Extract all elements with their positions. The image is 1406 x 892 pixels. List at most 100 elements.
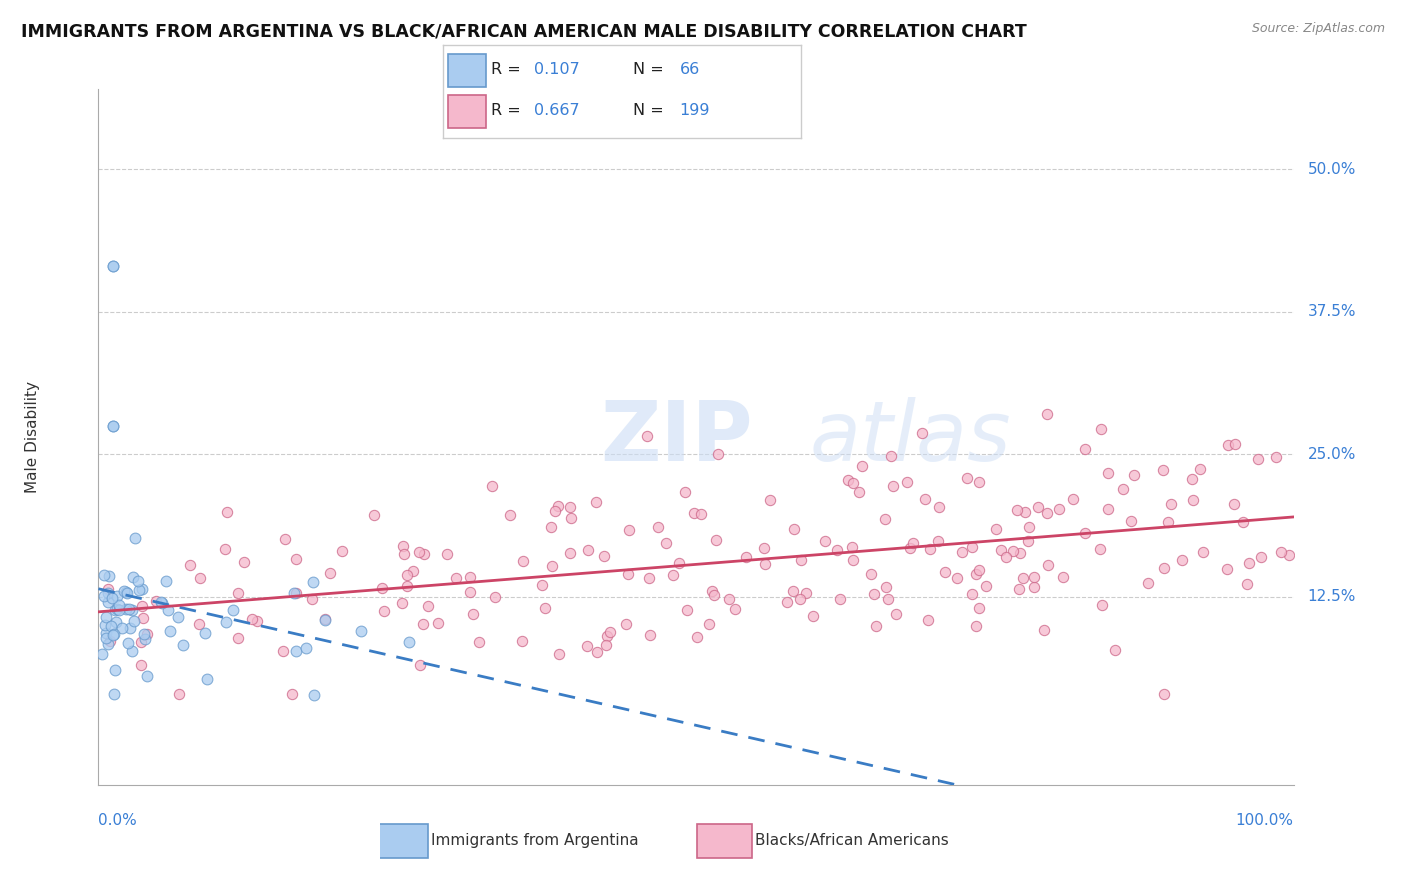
Point [392, 547, 415, 561]
Point [1222, 497, 1244, 511]
Point [882, 479, 904, 493]
Point [111, 621, 134, 635]
Point [1160, 497, 1182, 511]
Point [1017, 533, 1039, 548]
Text: 12.5%: 12.5% [1308, 590, 1355, 604]
Point [1189, 461, 1212, 475]
Point [873, 512, 896, 526]
Point [149, 595, 172, 609]
Point [104, 663, 127, 677]
Point [1182, 493, 1205, 508]
Point [697, 617, 720, 632]
Point [879, 449, 901, 463]
Point [875, 580, 897, 594]
Point [94, 618, 117, 632]
Point [1137, 576, 1160, 591]
Point [314, 612, 336, 626]
Point [100, 619, 122, 633]
Point [1250, 550, 1272, 565]
Point [956, 471, 979, 485]
Point [928, 500, 950, 515]
Point [1010, 546, 1032, 560]
Point [468, 635, 491, 649]
Point [127, 574, 149, 588]
Point [946, 571, 969, 585]
Point [112, 584, 135, 599]
Text: 66: 66 [679, 62, 700, 77]
Point [90, 647, 112, 661]
Point [274, 532, 297, 546]
Point [167, 687, 190, 701]
Point [156, 603, 179, 617]
Point [302, 688, 325, 702]
Point [1026, 500, 1049, 515]
Point [1232, 515, 1254, 529]
Point [686, 630, 709, 644]
Point [1091, 599, 1114, 613]
Text: 0.667: 0.667 [534, 103, 579, 118]
Point [101, 259, 124, 273]
Text: Blacks/African Americans: Blacks/African Americans [755, 833, 949, 848]
Point [595, 638, 617, 652]
Point [499, 508, 522, 522]
Point [426, 615, 449, 630]
Text: N =: N = [633, 62, 664, 77]
Point [107, 598, 129, 612]
Point [94, 610, 117, 624]
Point [1218, 438, 1240, 452]
Point [117, 635, 139, 649]
Point [122, 570, 145, 584]
Point [1153, 687, 1175, 701]
Point [1022, 570, 1045, 584]
Point [1008, 582, 1031, 596]
Point [159, 624, 181, 638]
Point [876, 591, 898, 606]
Point [114, 602, 136, 616]
Point [412, 617, 434, 632]
Point [105, 590, 128, 604]
Point [402, 564, 425, 578]
Point [1225, 437, 1247, 451]
Point [966, 566, 988, 581]
Point [1171, 553, 1194, 567]
Point [418, 599, 440, 613]
Point [280, 687, 302, 701]
Point [226, 631, 249, 645]
Point [703, 588, 725, 602]
Point [215, 505, 238, 519]
Point [841, 540, 863, 554]
Point [232, 555, 254, 569]
Point [246, 614, 269, 628]
Point [98, 633, 121, 648]
Point [619, 524, 641, 538]
Point [967, 475, 990, 490]
Point [638, 571, 661, 585]
Point [1152, 463, 1174, 477]
Point [898, 541, 921, 555]
Point [735, 550, 758, 565]
Point [917, 613, 939, 627]
Point [1180, 472, 1202, 486]
Point [121, 644, 143, 658]
FancyBboxPatch shape [449, 95, 486, 128]
Point [301, 592, 323, 607]
Point [121, 603, 143, 617]
Point [1018, 520, 1040, 534]
Text: Male Disability: Male Disability [25, 381, 41, 493]
Point [901, 535, 924, 549]
Point [560, 511, 582, 525]
Point [1237, 556, 1260, 570]
Point [586, 645, 609, 659]
Text: R =: R = [491, 62, 522, 77]
Point [408, 658, 430, 673]
Point [717, 591, 740, 606]
Point [215, 615, 238, 630]
Point [94, 631, 117, 645]
Point [131, 635, 153, 649]
Point [145, 594, 167, 608]
Point [547, 499, 569, 513]
Point [371, 581, 394, 595]
Point [1236, 577, 1258, 591]
Point [285, 644, 308, 658]
Text: 0.0%: 0.0% [98, 814, 138, 829]
